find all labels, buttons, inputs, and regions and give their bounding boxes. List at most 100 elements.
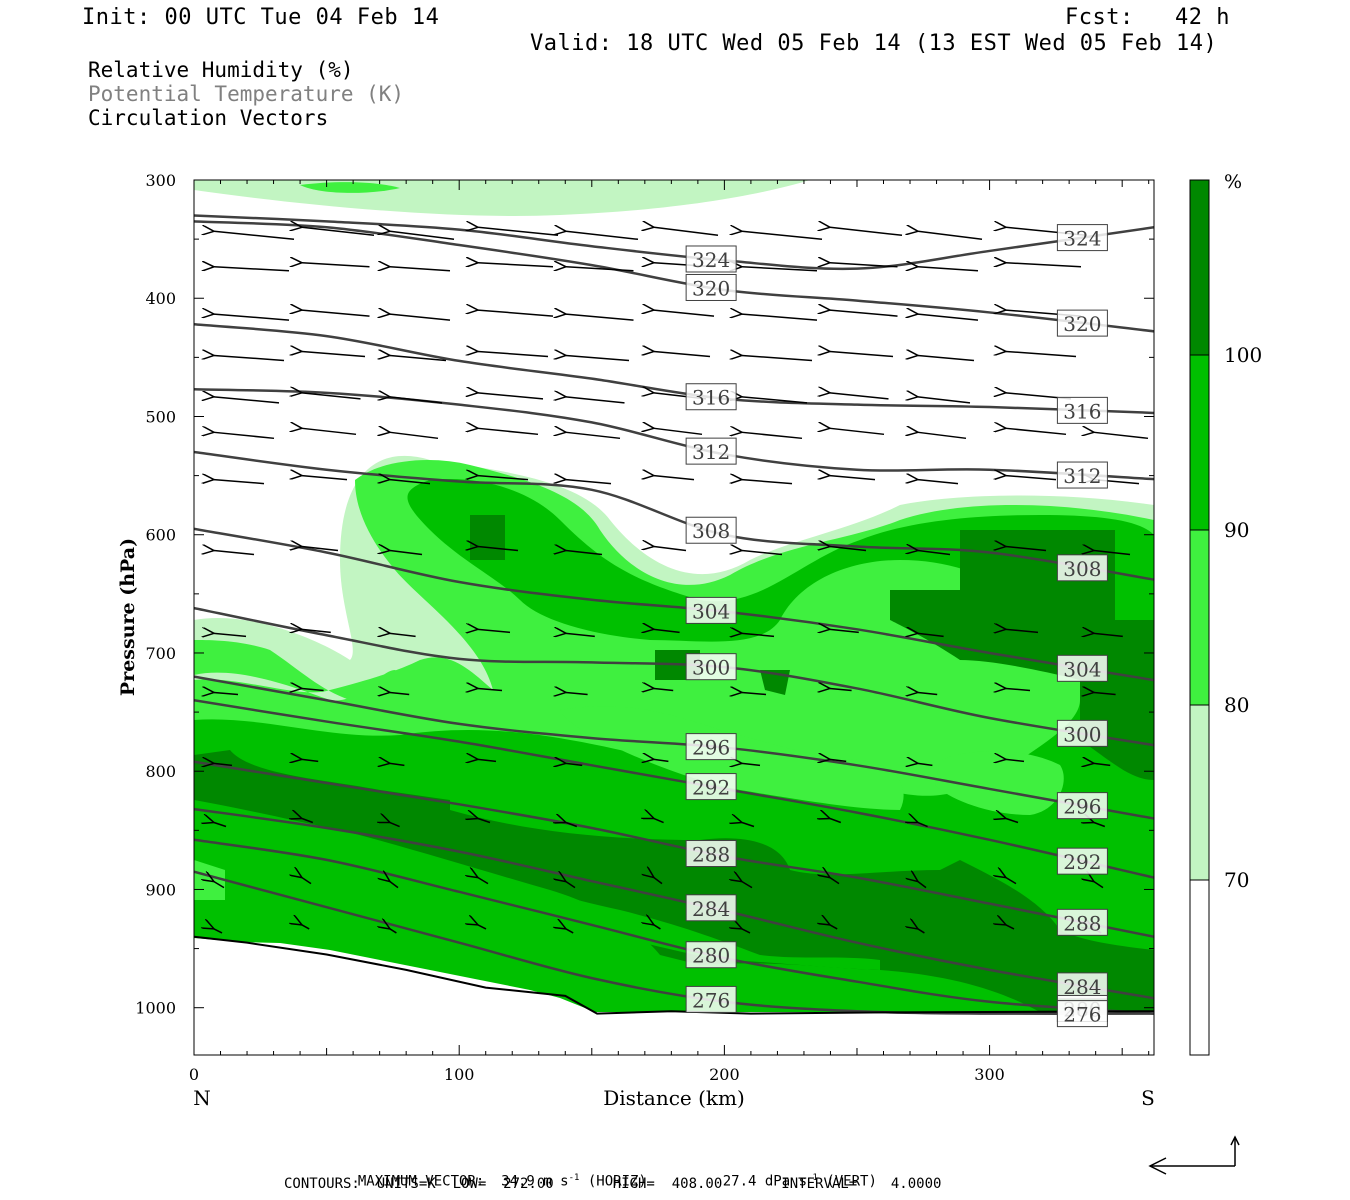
circulation-vector (1006, 428, 1067, 436)
circulation-vector (478, 925, 487, 930)
svg-text:316: 316 (1063, 399, 1101, 423)
circulation-vector (918, 355, 975, 362)
circulation-vector (1094, 432, 1149, 440)
circulation-vector (742, 882, 753, 889)
circulation-vector (566, 929, 574, 934)
circulation-vector (654, 819, 664, 824)
circulation-vector (918, 267, 979, 271)
circulation-vector (566, 763, 583, 765)
circulation-vector (654, 310, 715, 317)
svg-text:312: 312 (692, 440, 730, 464)
circulation-vector (918, 692, 938, 694)
x-tick-label: 0 (189, 1065, 199, 1084)
circulation-vector (478, 351, 549, 358)
circulation-vector (830, 759, 847, 761)
circulation-vector (742, 692, 767, 694)
circulation-vector (214, 633, 247, 636)
contour-label-292: 292 (1056, 847, 1108, 875)
circulation-vector (918, 929, 925, 934)
circulation-vector (214, 551, 255, 556)
colorbar-100 (1190, 180, 1209, 355)
circulation-vector (918, 633, 944, 636)
circulation-vector (478, 819, 491, 824)
svg-text:276: 276 (1063, 1003, 1101, 1027)
x-axis-title: Distance (km) (603, 1086, 745, 1110)
circulation-vector (830, 351, 894, 358)
circulation-vector (918, 397, 971, 404)
contour-label-284: 284 (1056, 972, 1108, 1000)
rh-70-band-top (194, 180, 810, 216)
x-tick-label: 200 (709, 1065, 740, 1084)
circulation-vector (918, 882, 927, 889)
colorbar-level-80: 80 (1224, 693, 1249, 717)
rh-100-upper (470, 515, 1154, 780)
circulation-vector (830, 428, 885, 436)
circulation-vector (302, 819, 314, 824)
circulation-vector (830, 476, 876, 481)
x-tick-label: 100 (444, 1065, 475, 1084)
contour-label-304: 304 (685, 596, 737, 624)
y-tick-label: 800 (145, 762, 176, 781)
y-tick-label: 700 (145, 644, 176, 663)
theta-contour-304 (194, 527, 1154, 682)
circulation-vector (390, 397, 443, 404)
svg-text:276: 276 (692, 988, 730, 1012)
circulation-vector (1006, 547, 1047, 552)
svg-text:292: 292 (692, 776, 730, 800)
x-axis-right-label: S (1141, 1086, 1155, 1110)
theta-contour-292 (194, 699, 1154, 879)
circulation-vector (214, 823, 227, 828)
colorbar-below-70 (1190, 880, 1209, 1055)
circulation-vector (830, 310, 898, 317)
theta-contour-316 (194, 323, 1154, 415)
colorbar-level-90: 90 (1224, 518, 1249, 542)
circulation-vector (302, 547, 339, 552)
legend-theta: Potential Temperature (K) (88, 82, 405, 106)
circulation-vector (214, 692, 239, 694)
contour-label-296: 296 (685, 733, 737, 761)
circulation-vector (654, 428, 703, 436)
circulation-vector (390, 551, 423, 556)
circulation-vector (390, 692, 410, 694)
circulation-vector (654, 629, 680, 632)
circulation-vector (1094, 763, 1111, 765)
forecast-hour: Fcst: 42 h (1065, 5, 1230, 30)
circulation-vector (302, 925, 310, 930)
svg-text:304: 304 (1063, 657, 1101, 681)
rh-80-hole-right (935, 750, 1064, 815)
y-tick-label: 600 (145, 526, 176, 545)
circulation-vector (1094, 882, 1104, 889)
y-axis-title: Pressure (hPa) (117, 538, 139, 696)
circulation-vector (302, 759, 319, 761)
svg-text:324: 324 (692, 248, 730, 272)
circulation-vector (654, 547, 687, 552)
svg-text:324: 324 (1063, 227, 1101, 251)
circulation-vector (302, 310, 370, 317)
svg-text:300: 300 (1063, 722, 1101, 746)
circulation-vector (390, 231, 455, 241)
circulation-vector (478, 476, 529, 481)
circulation-vectors (214, 227, 1149, 934)
footer-max-vector: MAXIMUM VECTOR: 34.9 m s-1 (HORIZ) 27.4 … (357, 1173, 877, 1190)
circulation-vector (302, 227, 375, 237)
contour-label-300: 300 (685, 653, 737, 681)
circulation-vector (302, 878, 312, 885)
circulation-vector (1006, 688, 1031, 690)
circulation-vector (302, 476, 348, 481)
circulation-vector (214, 882, 225, 889)
circulation-vector (478, 393, 544, 400)
colorbar-80 (1190, 530, 1209, 705)
circulation-vector (214, 432, 275, 440)
circulation-vector (214, 763, 233, 765)
contour-label-280: 280 (685, 941, 737, 969)
circulation-vector (566, 823, 578, 828)
circulation-vector (830, 547, 867, 552)
circulation-vector (478, 688, 503, 690)
y-tick-label: 1000 (135, 999, 176, 1018)
circulation-vector (566, 480, 612, 485)
circulation-vector (1006, 759, 1025, 761)
svg-text:280: 280 (692, 944, 730, 968)
y-tick-label: 300 (145, 171, 176, 190)
circulation-vector (830, 629, 859, 632)
